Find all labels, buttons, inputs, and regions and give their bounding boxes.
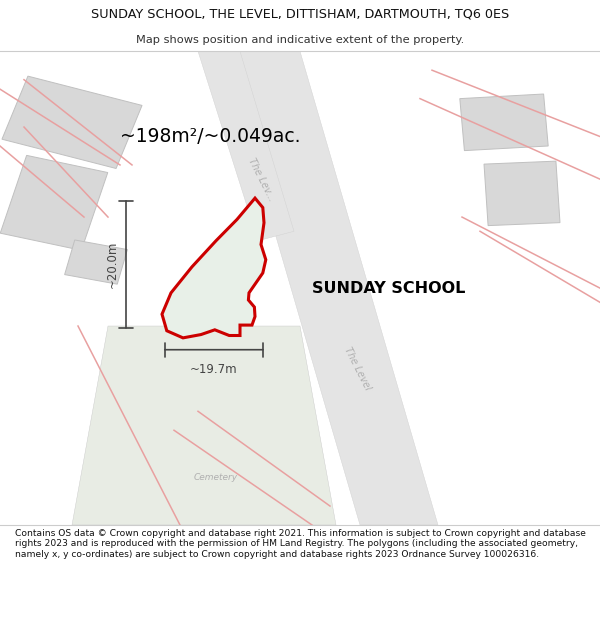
Polygon shape bbox=[162, 198, 266, 338]
Text: The Level: The Level bbox=[342, 346, 372, 392]
Polygon shape bbox=[222, 51, 438, 525]
Text: The Lev...: The Lev... bbox=[246, 156, 276, 202]
Text: Map shows position and indicative extent of the property.: Map shows position and indicative extent… bbox=[136, 35, 464, 45]
Text: SUNDAY SCHOOL: SUNDAY SCHOOL bbox=[312, 281, 466, 296]
Text: ~198m²/~0.049ac.: ~198m²/~0.049ac. bbox=[120, 127, 301, 146]
Polygon shape bbox=[198, 51, 294, 241]
Text: SUNDAY SCHOOL, THE LEVEL, DITTISHAM, DARTMOUTH, TQ6 0ES: SUNDAY SCHOOL, THE LEVEL, DITTISHAM, DAR… bbox=[91, 8, 509, 21]
Polygon shape bbox=[65, 240, 127, 284]
Polygon shape bbox=[484, 161, 560, 226]
Text: Contains OS data © Crown copyright and database right 2021. This information is : Contains OS data © Crown copyright and d… bbox=[15, 529, 586, 559]
Text: Cemetery: Cemetery bbox=[194, 473, 238, 482]
Polygon shape bbox=[0, 156, 108, 251]
Text: ~20.0m: ~20.0m bbox=[106, 241, 119, 288]
Polygon shape bbox=[72, 326, 336, 525]
Polygon shape bbox=[460, 94, 548, 151]
Polygon shape bbox=[2, 76, 142, 169]
Text: ~19.7m: ~19.7m bbox=[190, 363, 238, 376]
